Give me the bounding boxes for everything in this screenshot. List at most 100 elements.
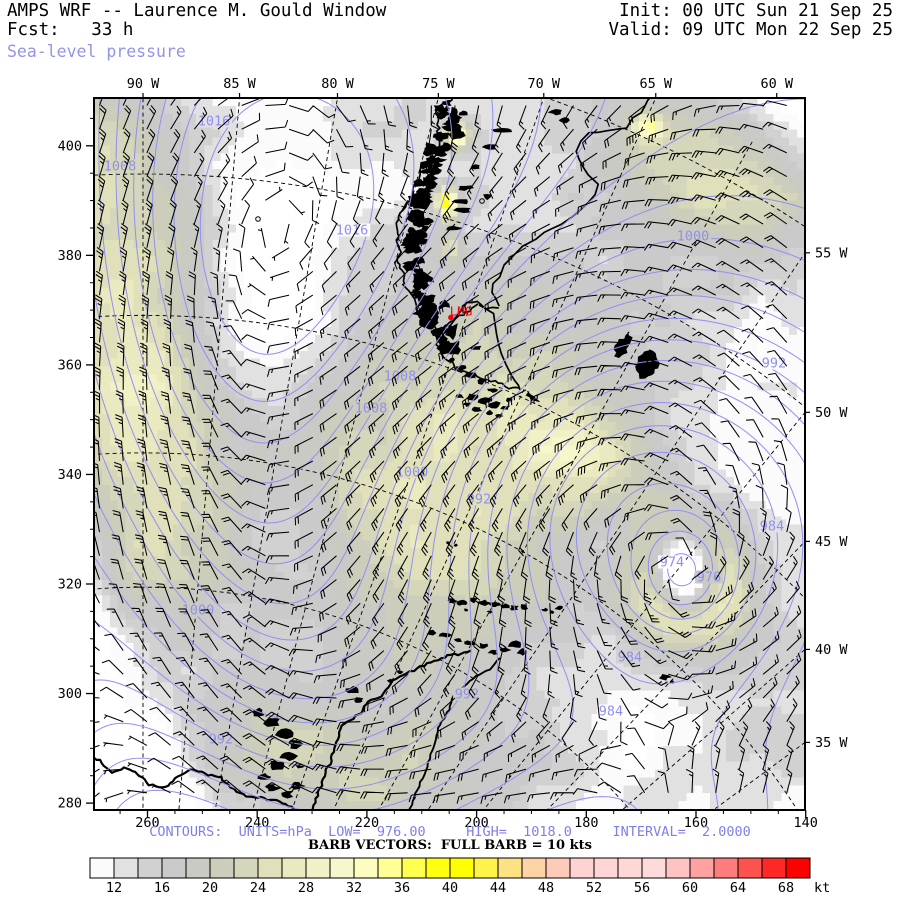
far-south xyxy=(486,409,494,416)
pen-islands xyxy=(453,543,458,547)
isobar-label: 1008 xyxy=(384,369,417,385)
top-axis-label: 60 W xyxy=(760,76,793,92)
chile-islands xyxy=(433,110,452,119)
pen-islands xyxy=(274,728,294,740)
colorbar-cell xyxy=(593,857,619,879)
colorbar-tick-label: 24 xyxy=(250,880,266,896)
x-axis-tick-label: 240 xyxy=(245,815,269,831)
meridian-line xyxy=(178,98,240,810)
isobar-line xyxy=(575,451,757,653)
y-axis-tick-label: 380 xyxy=(58,248,82,264)
station-dot xyxy=(448,314,454,321)
meridian-line xyxy=(333,98,657,810)
colorbar-tick-label: 16 xyxy=(154,880,170,896)
bottom-coast xyxy=(94,756,303,810)
lakes xyxy=(483,193,492,201)
parallel-line xyxy=(94,315,805,600)
pen-islands xyxy=(507,640,522,648)
isobar-label: 1000 xyxy=(182,603,215,619)
chile-islands xyxy=(423,299,436,310)
chile-islands xyxy=(426,183,436,190)
colorbar-tick-label: 48 xyxy=(538,880,554,896)
chile-islands xyxy=(413,268,424,276)
falklands xyxy=(635,349,660,379)
meridian-line xyxy=(482,411,805,810)
isobar-label: 984 xyxy=(760,519,784,535)
colorbar-cell xyxy=(449,857,475,879)
far-south xyxy=(453,126,461,134)
time-block: Init: 00 UTC Sun 21 Sep 25 Valid: 09 UTC… xyxy=(609,2,893,39)
colorbar-cell xyxy=(473,857,499,879)
chile-islands xyxy=(402,235,417,250)
right-axis-label: 40 W xyxy=(815,642,848,658)
lakes xyxy=(481,144,497,150)
meridian-line xyxy=(291,98,545,810)
lakes xyxy=(458,185,474,191)
y-axis-tick-label: 280 xyxy=(58,796,82,812)
pen-islands xyxy=(397,669,404,675)
pen-islands xyxy=(386,678,394,684)
colorbar-cell xyxy=(209,857,235,879)
colorbar-tick-label: 60 xyxy=(682,880,698,896)
isobar-line xyxy=(94,268,805,700)
colorbar-cell xyxy=(137,857,163,879)
right-axis-label: 55 W xyxy=(815,245,848,261)
isobar-label-halo xyxy=(453,687,481,701)
y-axis-tick-label: 400 xyxy=(58,138,82,154)
pen-east xyxy=(407,657,501,810)
lakes xyxy=(516,76,524,80)
shetlands xyxy=(486,610,493,614)
colorbar-tick-label: 56 xyxy=(634,880,650,896)
pen-islands xyxy=(281,790,294,799)
far-south xyxy=(477,378,486,385)
colorbar-cell xyxy=(545,857,571,879)
pen-west xyxy=(311,649,472,810)
y-axis-tick-label: 340 xyxy=(58,467,82,483)
colorbar-tick-label: 12 xyxy=(106,880,122,896)
isobar-line xyxy=(94,237,805,672)
colorbar-cell xyxy=(617,857,643,879)
colorbar-cell xyxy=(233,857,259,879)
colorbar-cell xyxy=(377,857,403,879)
isobar-label: 984 xyxy=(618,650,642,666)
meridian-line xyxy=(214,98,338,810)
isobar-label-halo xyxy=(207,732,235,746)
far-south xyxy=(448,357,455,363)
calm-wind-circle xyxy=(255,216,261,222)
tdf xyxy=(435,303,521,390)
pen-islands xyxy=(257,773,272,780)
colorbar-tick-label: 36 xyxy=(394,880,410,896)
chile-islands xyxy=(434,132,444,142)
colorbar-cell xyxy=(737,857,763,879)
wind-barbs xyxy=(94,98,802,804)
isobar-label: 992 xyxy=(467,492,491,508)
x-axis-tick-label: 160 xyxy=(684,815,708,831)
meridian-line xyxy=(712,741,805,810)
init-time: Init: 00 UTC Sun 21 Sep 25 xyxy=(619,1,893,21)
x-axis-tick-label: 180 xyxy=(574,815,598,831)
forecast-hour: Fcst: 33 h xyxy=(7,19,134,40)
lakes xyxy=(452,207,472,214)
shetlands xyxy=(541,607,549,612)
y-axis-tick-label: 360 xyxy=(58,357,82,373)
top-axis-label: 65 W xyxy=(640,76,673,92)
isobar-label: 992 xyxy=(762,356,786,372)
map-frame-axes: 400 380 360 340 320 300 280 260 240 220 200 180 160 1… xyxy=(58,76,849,831)
colorbar-cell xyxy=(713,857,739,879)
shetlands xyxy=(554,605,563,611)
isobar-label-halo xyxy=(333,223,371,237)
colorbar-cell xyxy=(689,857,715,879)
right-axis-label: 35 W xyxy=(815,735,848,751)
lakes xyxy=(547,108,563,116)
isobar-label-halo xyxy=(760,356,788,370)
wind-speed-shading-bin xyxy=(441,121,655,217)
isobar-label-halo xyxy=(674,229,712,243)
chile-islands xyxy=(425,186,432,194)
pen-islands xyxy=(264,784,283,792)
meridian-line xyxy=(621,648,805,810)
colorbar-cell xyxy=(185,857,211,879)
far-south xyxy=(486,388,499,393)
lakes xyxy=(523,46,529,50)
wind-speed-shading-bin xyxy=(441,200,450,209)
